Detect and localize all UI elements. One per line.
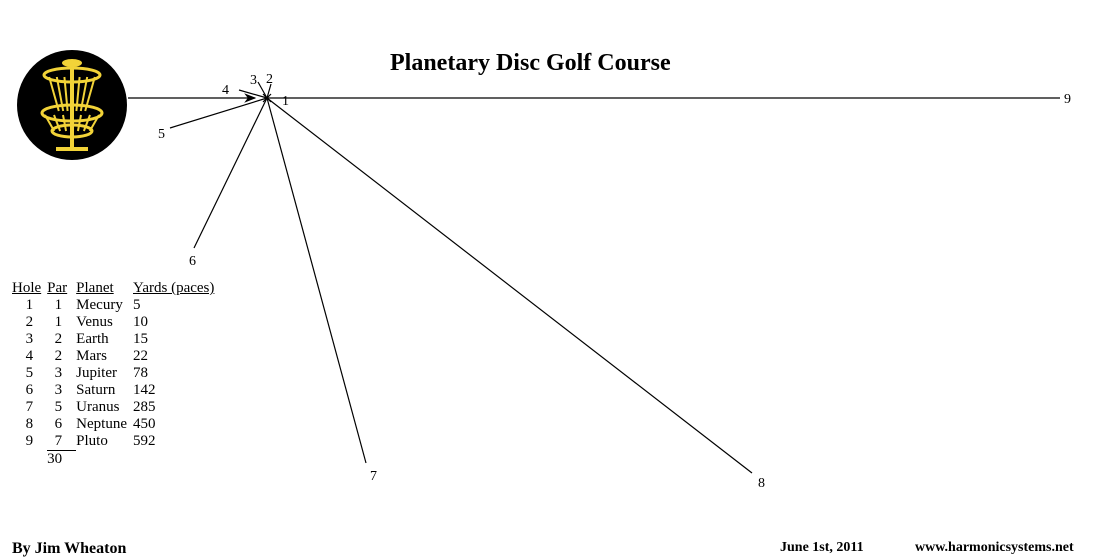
table-row: 32Earth15 — [12, 331, 220, 348]
scorecard-table: HoleParPlanetYards (paces)11Mecury521Ven… — [12, 280, 220, 468]
footer-url: www.harmonicsystems.net — [915, 540, 1074, 556]
hole-label-5: 5 — [158, 127, 165, 143]
hole-label-3: 3 — [250, 73, 257, 89]
hole-label-7: 7 — [370, 469, 377, 485]
hole-label-6: 6 — [189, 254, 196, 270]
col-header: Yards (paces) — [133, 280, 220, 297]
hole-label-9: 9 — [1064, 92, 1071, 108]
table-row: 11Mecury5 — [12, 297, 220, 314]
hole-label-8: 8 — [758, 476, 765, 492]
col-header: Hole — [12, 280, 47, 297]
table-row: 63Saturn142 — [12, 382, 220, 399]
hole-label-2: 2 — [266, 72, 273, 88]
table-row: 86Neptune450 — [12, 416, 220, 433]
footer-date: June 1st, 2011 — [780, 540, 864, 556]
col-header: Planet — [76, 280, 133, 297]
total-row: 30 — [12, 451, 220, 469]
author-credit: By Jim Wheaton — [12, 540, 126, 557]
scorecard: HoleParPlanetYards (paces)11Mecury521Ven… — [12, 280, 220, 468]
course-diagram — [0, 0, 1097, 557]
col-header: Par — [47, 280, 76, 297]
table-row: 53Jupiter78 — [12, 365, 220, 382]
table-row: 97Pluto592 — [12, 433, 220, 451]
hole-label-1: 1 — [282, 94, 289, 110]
hole-label-4: 4 — [222, 83, 229, 99]
table-row: 42Mars22 — [12, 348, 220, 365]
table-row: 21Venus10 — [12, 314, 220, 331]
table-row: 75Uranus285 — [12, 399, 220, 416]
